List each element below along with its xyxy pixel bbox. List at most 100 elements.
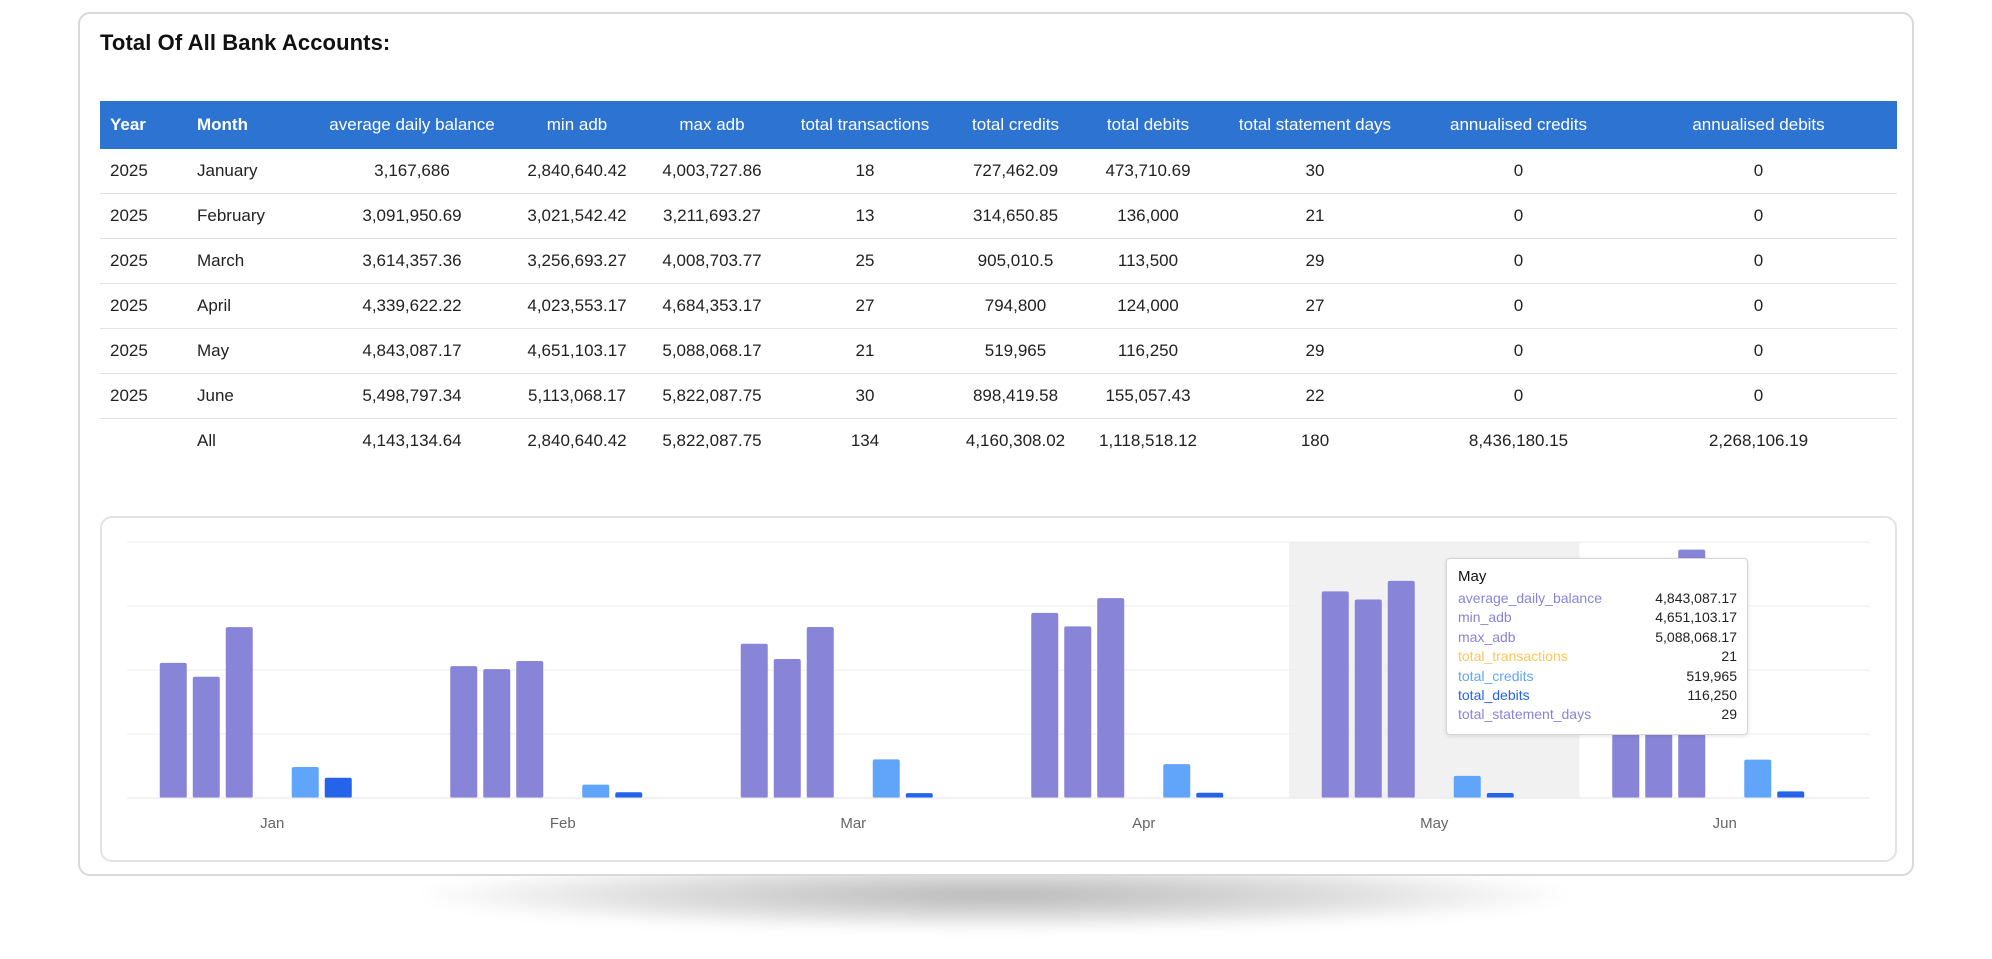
bar-total-debits-feb[interactable]: [615, 792, 643, 798]
table-cell: 905,010.5: [948, 238, 1083, 284]
bar-total-debits-apr[interactable]: [1196, 792, 1224, 798]
table-cell: 314,650.85: [948, 193, 1083, 239]
bar-total-credits-feb[interactable]: [582, 784, 610, 798]
bar-max-adb-may[interactable]: [1387, 580, 1415, 798]
bank-metrics-bar-chart[interactable]: Jan Feb Mar Apr May Jun: [100, 516, 1897, 862]
tooltip-row: total_credits 519,965: [1458, 667, 1737, 686]
table-cell: 134: [850, 431, 880, 450]
bar-average-daily-balance-feb[interactable]: [450, 666, 478, 798]
col-header-total-transactions[interactable]: total transactions: [800, 115, 930, 134]
tooltip-title: May: [1458, 568, 1487, 585]
table-cell: 2,840,640.42: [527, 431, 627, 450]
page-title: Total Of All Bank Accounts:: [100, 30, 391, 55]
table-cell: 3,167,686: [312, 149, 512, 194]
table-cell: February: [187, 193, 312, 239]
x-tick-label: Jan: [260, 815, 284, 832]
col-header-total-debits[interactable]: total debits: [1106, 115, 1190, 134]
col-header-annualised-debits[interactable]: annualised debits: [1692, 115, 1825, 134]
table-cell: 5,088,068.17: [642, 328, 782, 374]
tooltip-label: max_adb: [1458, 628, 1516, 645]
col-header-year[interactable]: Year: [110, 115, 146, 134]
tooltip-value: 519,965: [1686, 667, 1737, 684]
bar-average-daily-balance-jan[interactable]: [159, 662, 187, 798]
table-cell: 519,965: [948, 328, 1083, 374]
table-cell: 13: [782, 193, 948, 239]
bar-max-adb-apr[interactable]: [1097, 598, 1125, 798]
table-cell: 136,000: [1083, 193, 1213, 239]
table-cell: 18: [782, 149, 948, 194]
bar-total-debits-may[interactable]: [1486, 793, 1514, 798]
col-header-average-daily-balance[interactable]: average daily balance: [329, 115, 495, 134]
table-cell: 794,800: [948, 283, 1083, 329]
table-cell: 3,614,357.36: [312, 238, 512, 284]
table-cell: 4,008,703.77: [642, 238, 782, 284]
table-cell: All: [197, 431, 216, 450]
table-cell: 29: [1213, 238, 1417, 284]
col-header-max-adb[interactable]: max adb: [679, 115, 745, 134]
table-cell: 4,339,622.22: [312, 283, 512, 329]
bar-average-daily-balance-may[interactable]: [1321, 591, 1349, 798]
table-row: 2025 March 3,614,357.36 3,256,693.27 4,008,7…: [100, 238, 1897, 284]
table-cell: 0: [1417, 193, 1620, 239]
table-cell: [100, 419, 187, 464]
bar-max-adb-jan[interactable]: [225, 627, 253, 798]
table-cell: May: [187, 328, 312, 374]
col-header-total-credits[interactable]: total credits: [972, 115, 1059, 134]
x-tick-label: May: [1420, 815, 1449, 832]
table-header-row: Year Month average daily balance min adb…: [100, 101, 1897, 149]
bar-total-credits-jun[interactable]: [1744, 759, 1772, 798]
bar-total-credits-apr[interactable]: [1163, 764, 1191, 798]
table-row: 2025 June 5,498,797.34 5,113,068.17 5,822,08…: [100, 373, 1897, 419]
bar-min-adb-may[interactable]: [1354, 599, 1382, 798]
bar-average-daily-balance-mar[interactable]: [740, 643, 768, 798]
bar-total-credits-jan[interactable]: [291, 766, 319, 798]
bar-total-credits-mar[interactable]: [872, 759, 900, 798]
tooltip-label: total_statement_days: [1458, 706, 1592, 723]
bar-min-adb-jan[interactable]: [192, 676, 220, 798]
bar-min-adb-mar[interactable]: [773, 659, 801, 798]
bar-total-debits-jan[interactable]: [324, 777, 352, 798]
accounts-summary-table: Year Month average daily balance min adb…: [100, 101, 1897, 463]
table-cell: 27: [1213, 283, 1417, 329]
table-cell: 30: [782, 373, 948, 419]
table-cell: 0: [1417, 328, 1620, 374]
bar-total-debits-jun[interactable]: [1777, 791, 1805, 798]
table-cell: 898,419.58: [948, 373, 1083, 419]
table-cell: 2025: [100, 328, 187, 374]
bar-total-debits-mar[interactable]: [905, 793, 933, 798]
tooltip-row: total_statement_days 29: [1458, 705, 1737, 724]
bar-min-adb-apr[interactable]: [1064, 626, 1092, 798]
col-header-annualised-credits[interactable]: annualised credits: [1449, 115, 1588, 134]
table-cell: 4,843,087.17: [312, 328, 512, 374]
table-cell: 0: [1620, 149, 1897, 194]
table-cell: 0: [1417, 149, 1620, 194]
tooltip-value: 116,250: [1687, 686, 1737, 703]
table-cell: 124,000: [1083, 283, 1213, 329]
tooltip-row: total_transactions 21: [1458, 647, 1737, 666]
table-cell: 0: [1417, 283, 1620, 329]
bar-min-adb-feb[interactable]: [483, 669, 511, 798]
tooltip-row: average_daily_balance 4,843,087.17: [1458, 589, 1737, 608]
table-cell: 2025: [100, 238, 187, 284]
table-cell: 3,256,693.27: [512, 238, 642, 284]
table-cell: 116,250: [1083, 328, 1213, 374]
col-header-month[interactable]: Month: [197, 115, 248, 134]
tooltip-label: total_debits: [1458, 686, 1530, 703]
bar-max-adb-mar[interactable]: [806, 626, 834, 798]
col-header-min-adb[interactable]: min adb: [546, 115, 608, 134]
bar-average-daily-balance-apr[interactable]: [1031, 612, 1059, 798]
bar-max-adb-feb[interactable]: [516, 660, 544, 798]
table-cell: 21: [782, 328, 948, 374]
table-cell: 21: [1213, 193, 1417, 239]
col-header-total-statement-days[interactable]: total statement days: [1238, 115, 1392, 134]
table-row: 2025 February 3,091,950.69 3,021,542.42 3,21…: [100, 193, 1897, 239]
table-cell: 0: [1620, 193, 1897, 239]
table-cell: 2025: [100, 193, 187, 239]
x-tick-label: Mar: [840, 815, 866, 832]
table-cell: 5,498,797.34: [312, 373, 512, 419]
table-cell: 2025: [100, 373, 187, 419]
bar-total-credits-may[interactable]: [1453, 775, 1481, 798]
tooltip-value: 21: [1721, 648, 1737, 665]
table-cell: 27: [782, 283, 948, 329]
tooltip-value: 5,088,068.17: [1655, 628, 1737, 645]
